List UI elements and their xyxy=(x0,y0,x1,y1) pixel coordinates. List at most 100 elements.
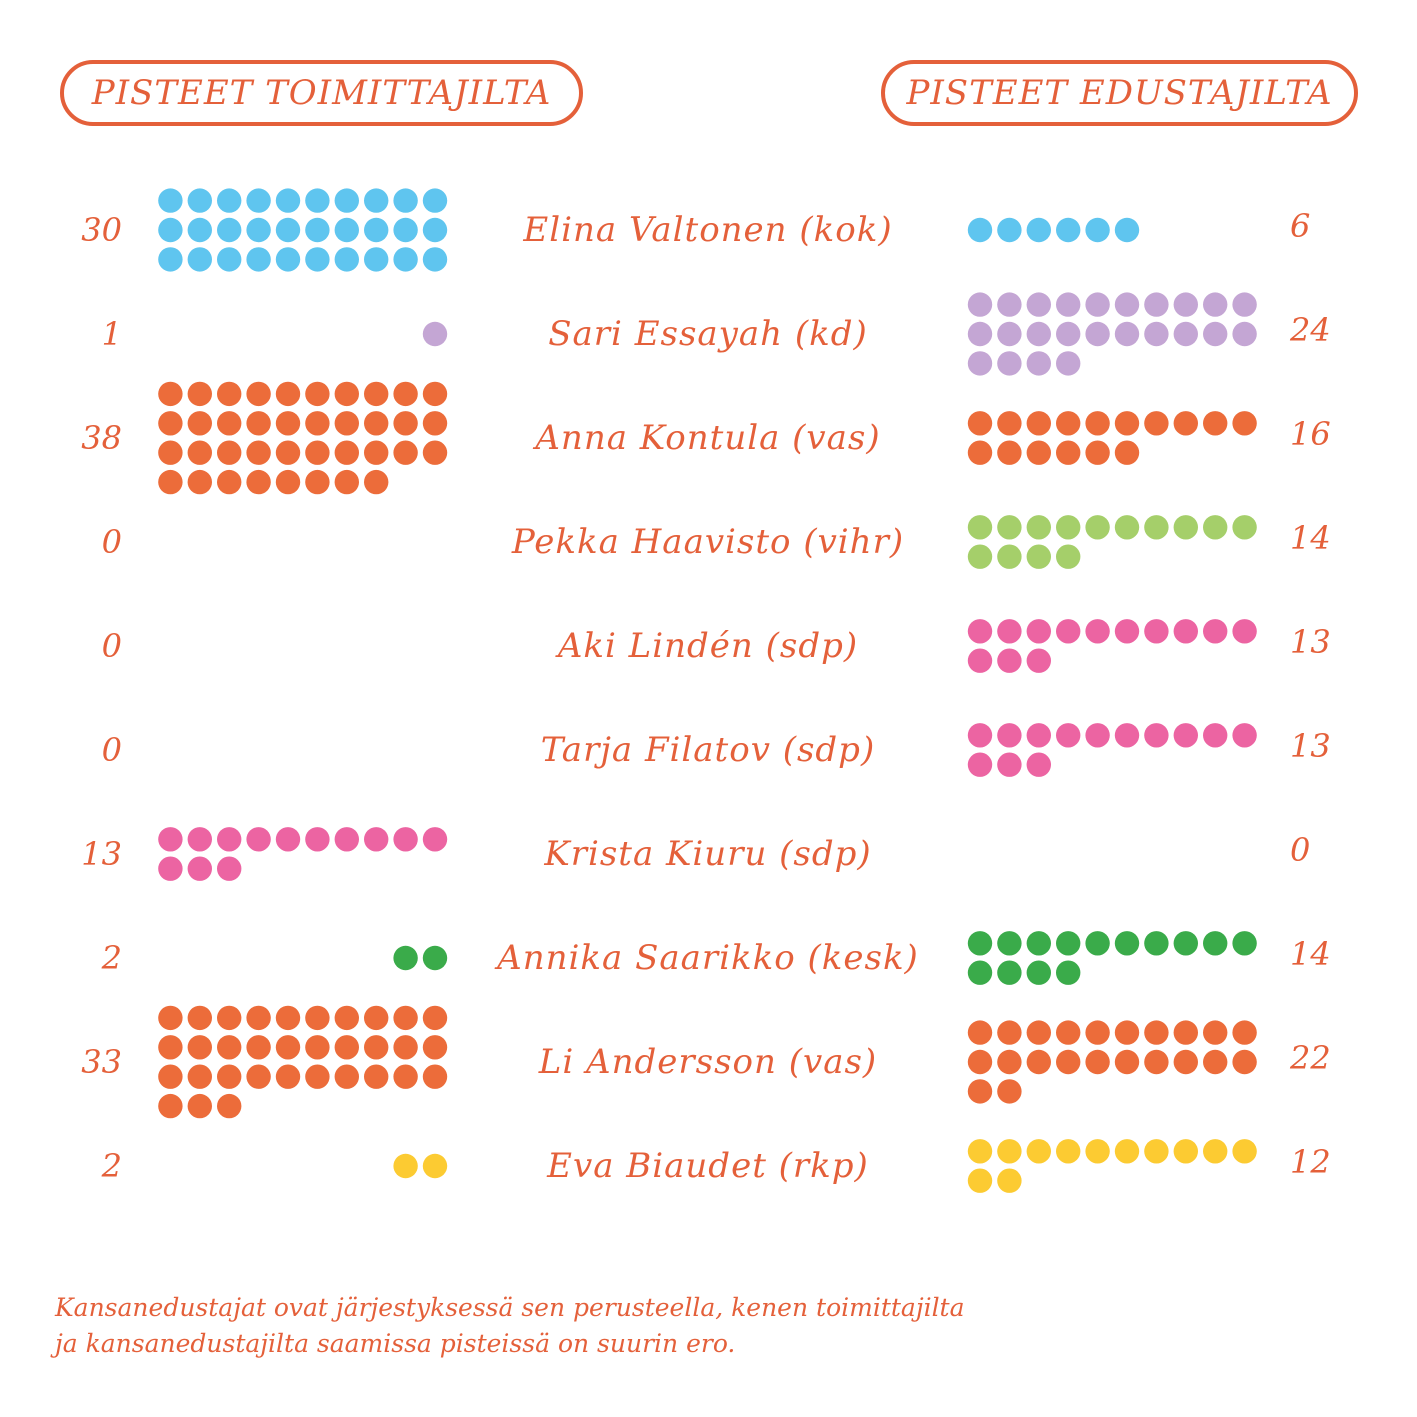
journalists-points-value: 30 xyxy=(81,211,122,249)
journalists-point-dot xyxy=(158,440,183,465)
journalists-points-value: 0 xyxy=(102,731,122,769)
journalists-point-dot xyxy=(217,469,242,495)
mps-points-value: 0 xyxy=(1290,831,1310,869)
journalists-points-value: 2 xyxy=(101,1147,122,1185)
journalists-point-dot xyxy=(275,1005,301,1031)
journalists-point-dot xyxy=(158,247,183,272)
mps-point-dot xyxy=(1114,931,1140,956)
mps-point-dot xyxy=(1026,1139,1052,1164)
mps-point-dot xyxy=(967,723,993,748)
mps-point-dot xyxy=(1056,515,1081,540)
mps-point-dot xyxy=(997,1049,1022,1075)
journalists-point-dot xyxy=(393,1064,418,1089)
journalists-point-dot xyxy=(334,1064,359,1089)
journalists-point-dot xyxy=(422,217,448,243)
journalists-points-value: 0 xyxy=(102,627,122,665)
mps-point-dot xyxy=(997,321,1022,347)
mps-point-dot xyxy=(1144,411,1169,436)
journalists-point-dot xyxy=(334,827,359,852)
journalists-point-dot xyxy=(393,945,418,971)
journalists-point-dot xyxy=(187,188,212,213)
journalists-point-dot xyxy=(305,827,330,852)
mps-point-dot xyxy=(1173,1020,1199,1045)
mps-point-dot xyxy=(1056,440,1081,465)
mps-point-dot xyxy=(1114,411,1140,436)
journalists-point-dot xyxy=(275,469,301,495)
mps-point-dot xyxy=(1232,619,1257,644)
mps-point-dot xyxy=(1056,411,1081,436)
journalists-point-dot xyxy=(246,1064,271,1089)
mps-point-dot xyxy=(967,515,993,540)
mps-point-dot xyxy=(1026,217,1052,243)
mps-point-dot xyxy=(1026,931,1052,956)
mps-point-dot xyxy=(1026,321,1052,347)
journalists-point-dot xyxy=(393,188,418,213)
mps-point-dot xyxy=(1085,217,1110,243)
journalists-point-dot xyxy=(217,827,242,852)
journalists-point-dot xyxy=(334,411,359,436)
mps-point-dot xyxy=(1144,515,1169,540)
journalists-point-dot xyxy=(217,381,242,407)
mps-point-dot xyxy=(1232,931,1257,956)
journalists-points-value: 0 xyxy=(102,523,122,561)
journalists-point-dot xyxy=(334,217,359,243)
mps-point-dot xyxy=(1026,440,1052,465)
journalists-point-dot xyxy=(393,217,418,243)
mps-point-dot xyxy=(967,351,993,376)
mps-point-dot xyxy=(1232,1139,1257,1164)
journalists-point-dot xyxy=(217,1093,242,1119)
footnote-line-1: Kansanedustajat ovat järjestyksessä sen … xyxy=(55,1293,965,1322)
journalists-point-dot xyxy=(275,381,301,407)
journalists-points-label: PISTEET TOIMITTAJILTA xyxy=(60,60,583,126)
mps-point-dot xyxy=(967,440,993,465)
journalists-point-dot xyxy=(422,188,448,213)
mps-point-dot xyxy=(1203,1020,1228,1045)
mps-points-value: 14 xyxy=(1290,519,1331,557)
mps-point-dot xyxy=(1232,321,1257,347)
mps-points-value: 24 xyxy=(1289,311,1331,349)
footnote: Kansanedustajat ovat järjestyksessä sen … xyxy=(55,1290,1385,1362)
journalists-point-dot xyxy=(422,1035,448,1060)
mps-point-dot xyxy=(1173,1049,1199,1075)
mps-point-dot xyxy=(1085,619,1110,644)
journalists-point-dot xyxy=(217,411,242,436)
journalists-point-dot xyxy=(275,827,301,852)
mps-point-dot xyxy=(1203,321,1228,347)
journalists-point-dot xyxy=(275,217,301,243)
mps-point-dot xyxy=(967,648,993,673)
mps-point-dot xyxy=(1026,960,1052,985)
mps-point-dot xyxy=(1203,619,1228,644)
journalists-point-dot xyxy=(187,217,212,243)
journalists-point-dot xyxy=(246,411,271,436)
journalists-point-dot xyxy=(334,440,359,465)
journalists-point-dot xyxy=(305,469,330,495)
candidate-name: Annika Saarikko (kesk) xyxy=(494,938,919,978)
journalists-point-dot xyxy=(158,188,183,213)
mps-point-dot xyxy=(997,619,1022,644)
journalists-point-dot xyxy=(217,1064,242,1089)
journalists-point-dot xyxy=(422,945,448,971)
mps-point-dot xyxy=(1085,515,1110,540)
mps-points-value: 6 xyxy=(1290,207,1310,245)
journalists-point-dot xyxy=(217,1035,242,1060)
journalists-point-dot xyxy=(158,217,183,243)
mps-point-dot xyxy=(1144,723,1169,748)
journalists-points-value: 33 xyxy=(81,1043,122,1081)
candidate-name: Krista Kiuru (sdp) xyxy=(543,834,871,874)
mps-point-dot xyxy=(1026,292,1052,317)
mps-point-dot xyxy=(997,1168,1022,1193)
journalists-point-dot xyxy=(305,247,330,272)
mps-point-dot xyxy=(997,515,1022,540)
mps-point-dot xyxy=(1085,411,1110,436)
mps-point-dot xyxy=(1203,1139,1228,1164)
mps-point-dot xyxy=(1114,1020,1140,1045)
journalists-point-dot xyxy=(364,827,389,852)
mps-point-dot xyxy=(1056,217,1081,243)
journalists-point-dot xyxy=(334,1005,359,1031)
journalists-point-dot xyxy=(187,247,212,272)
mps-point-dot xyxy=(997,411,1022,436)
journalists-point-dot xyxy=(305,188,330,213)
mps-point-dot xyxy=(967,544,993,569)
mps-point-dot xyxy=(967,292,993,317)
